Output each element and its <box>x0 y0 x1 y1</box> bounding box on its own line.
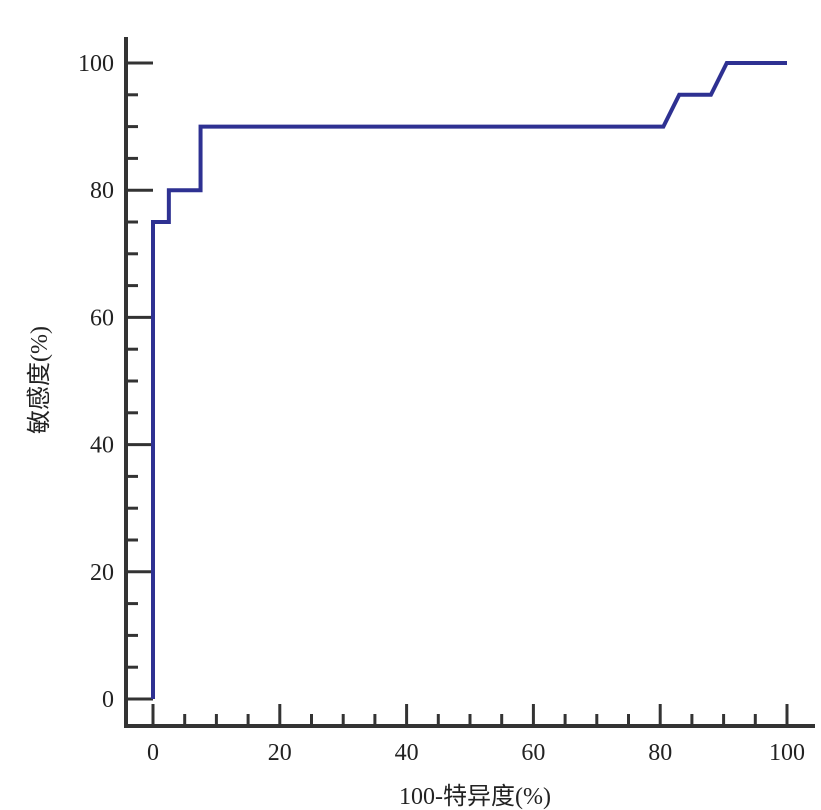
y-tick-label: 100 <box>78 51 114 77</box>
y-axis-title: 敏感度(%) <box>26 326 53 434</box>
x-tick-label: 80 <box>648 740 672 766</box>
y-tick-labels: 0 20 40 60 80 100 <box>78 51 114 713</box>
y-tick-label: 60 <box>90 305 114 331</box>
y-tick-label: 80 <box>90 178 114 204</box>
x-tick-label: 100 <box>769 740 805 766</box>
roc-curve-line <box>151 61 787 699</box>
x-axis-title: 100-特异度(%) <box>399 783 551 810</box>
x-tick-labels: 0 20 40 60 80 100 <box>147 740 805 766</box>
x-tick-label: 60 <box>521 740 545 766</box>
y-tick-label: 20 <box>90 560 114 586</box>
x-tick-label: 20 <box>268 740 292 766</box>
y-tick-label: 40 <box>90 433 114 459</box>
x-tick-label: 40 <box>395 740 419 766</box>
axis-ticks <box>126 61 789 726</box>
x-tick-label: 0 <box>147 740 159 766</box>
y-tick-label: 0 <box>102 687 114 713</box>
